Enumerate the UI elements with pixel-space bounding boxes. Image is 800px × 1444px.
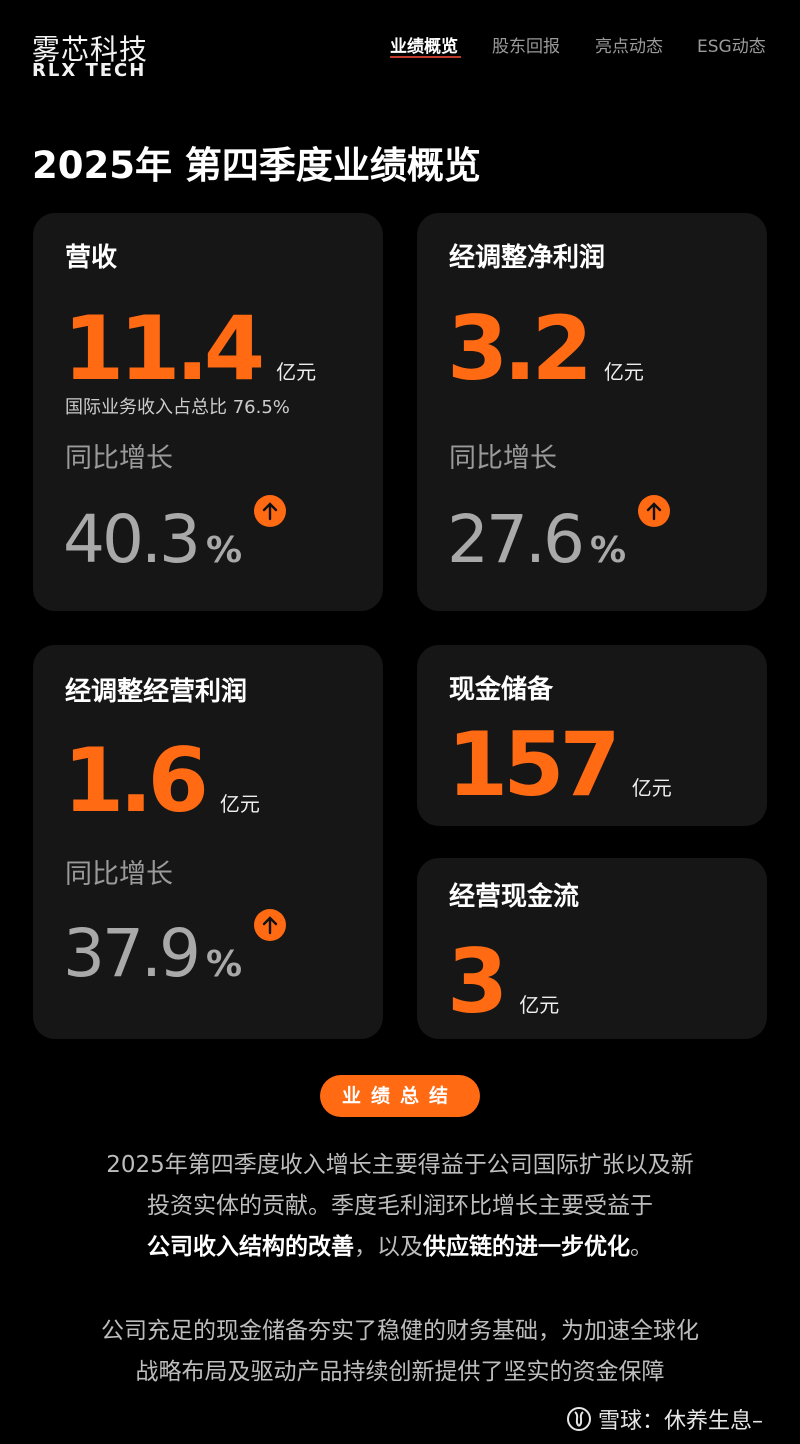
- nav-tab-highlights[interactable]: 亮点动态: [595, 37, 663, 57]
- unit-label: 亿元: [219, 792, 260, 816]
- logo-chinese: 雾芯科技: [32, 33, 149, 66]
- unit-label: 亿元: [631, 776, 672, 800]
- revenue-card: 营收 11.4 亿元 国际业务收入占总比 76.5% 同比增长 40.3 %: [33, 213, 383, 611]
- yoy-value: 37.9: [63, 915, 201, 992]
- yoy-label: 同比增长: [65, 443, 173, 474]
- nav-tab-shareholder-return[interactable]: 股东回报: [492, 37, 560, 57]
- cash-reserve-card: 现金储备 157 亿元: [417, 645, 767, 826]
- summary-line: 战略布局及驱动产品持续创新提供了坚实的资金保障: [135, 1359, 665, 1385]
- watermark-text: 雪球：休养生息–: [598, 1409, 764, 1434]
- highlight-text: 公司收入结构的改善: [147, 1234, 354, 1260]
- arrow-up-icon: [254, 495, 287, 527]
- operating-cash-flow-card: 经营现金流 3 亿元: [417, 858, 767, 1039]
- cash-reserve-value-row: 157 亿元: [447, 721, 672, 809]
- summary-button[interactable]: 业绩总结: [320, 1075, 480, 1117]
- page-title: 2025年 第四季度业绩概览: [32, 144, 481, 187]
- card-title: 现金储备: [449, 675, 554, 705]
- percent-sign: %: [205, 530, 243, 571]
- card-title: 经调整净利润: [449, 243, 606, 273]
- yoy-row: 27.6 %: [447, 495, 671, 578]
- revenue-value: 11.4: [63, 297, 265, 400]
- adj-net-profit-card: 经调整净利润 3.2 亿元 同比增长 27.6 %: [417, 213, 767, 611]
- nav-active-underline: [390, 56, 461, 58]
- summary-line: 公司收入结构的改善，以及供应链的进一步优化。: [0, 1227, 800, 1268]
- operating-cash-flow-value-row: 3 亿元: [447, 938, 559, 1026]
- unit-label: 亿元: [276, 360, 317, 384]
- summary-paragraph-2: 公司充足的现金储备夯实了稳健的财务基础，为加速全球化 战略布局及驱动产品持续创新…: [0, 1311, 800, 1393]
- summary-line: 2025年第四季度收入增长主要得益于公司国际扩张以及新: [106, 1152, 694, 1178]
- summary-paragraph-1: 2025年第四季度收入增长主要得益于公司国际扩张以及新 投资实体的贡献。季度毛利…: [0, 1145, 800, 1268]
- percent-sign: %: [589, 530, 627, 571]
- summary-text: 。: [630, 1234, 653, 1260]
- highlight-text: 供应链的进一步优化: [423, 1234, 630, 1260]
- unit-label: 亿元: [519, 993, 560, 1017]
- summary-line: 投资实体的贡献。季度毛利润环比增长主要受益于: [147, 1193, 653, 1219]
- adj-operating-profit-card: 经调整经营利润 1.6 亿元 同比增长 37.9 %: [33, 645, 383, 1039]
- card-title: 经营现金流: [449, 882, 580, 912]
- adj-net-profit-value: 3.2: [447, 297, 593, 400]
- summary-line: 公司充足的现金储备夯实了稳健的财务基础，为加速全球化: [101, 1318, 699, 1344]
- card-title: 经调整经营利润: [65, 677, 248, 707]
- unit-label: 亿元: [603, 360, 644, 384]
- card-title: 营收: [65, 243, 118, 273]
- yoy-value: 27.6: [447, 501, 585, 578]
- arrow-up-icon: [254, 909, 287, 941]
- nav-tab-esg[interactable]: ESG动态: [697, 37, 766, 57]
- adj-operating-profit-value: 1.6: [63, 729, 209, 832]
- yoy-row: 40.3 %: [63, 495, 287, 578]
- yoy-label: 同比增长: [65, 859, 173, 890]
- percent-sign: %: [205, 944, 243, 985]
- adj-net-profit-value-row: 3.2 亿元: [447, 305, 644, 393]
- watermark: 雪球：休养生息–: [566, 1403, 763, 1435]
- revenue-value-row: 11.4 亿元: [63, 305, 316, 393]
- summary-text: ，以及: [354, 1234, 423, 1260]
- operating-cash-flow-value: 3: [447, 930, 508, 1033]
- yoy-label: 同比增长: [449, 443, 557, 474]
- logo-english: RLX TECH: [32, 60, 147, 81]
- arrow-up-icon: [638, 495, 671, 527]
- yoy-row: 37.9 %: [63, 909, 287, 992]
- cash-reserve-value: 157: [447, 713, 621, 816]
- yoy-value: 40.3: [63, 501, 201, 578]
- xueqiu-logo-icon: [567, 1407, 591, 1431]
- international-share-note: 国际业务收入占总比 76.5%: [65, 397, 290, 418]
- adj-operating-profit-value-row: 1.6 亿元: [63, 737, 260, 825]
- nav-tab-performance[interactable]: 业绩概览: [390, 37, 458, 57]
